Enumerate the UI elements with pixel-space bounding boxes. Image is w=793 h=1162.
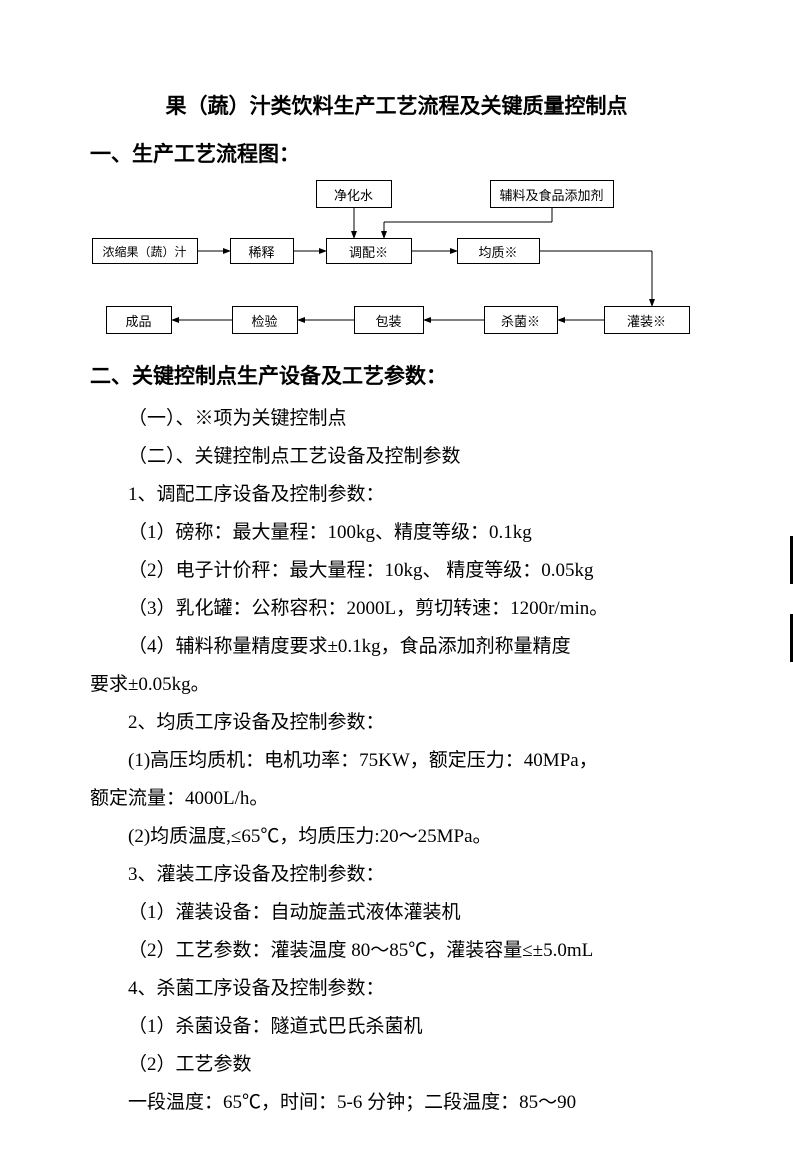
- line-17: 一段温度：65℃，时间：5-6 分钟；二段温度：85～90: [90, 1084, 703, 1122]
- line-9b: 额定流量：4000L/h。: [90, 780, 703, 818]
- node-fill: 灌装※: [604, 306, 690, 334]
- line-4: （1）磅称：最大量程：100kg、精度等级：0.1kg: [90, 514, 703, 552]
- line-11: 3、灌装工序设备及控制参数：: [90, 856, 703, 894]
- node-inspect: 检验: [232, 306, 298, 334]
- line-1: （一）、※项为关键控制点: [90, 400, 703, 438]
- line-2: （二）、关键控制点工艺设备及控制参数: [90, 438, 703, 476]
- line-8: 2、均质工序设备及控制参数：: [90, 704, 703, 742]
- node-purify: 净化水: [316, 180, 392, 208]
- line-7b: 要求±0.05kg。: [90, 666, 703, 704]
- node-steril: 杀菌※: [484, 306, 558, 334]
- body-text: （一）、※项为关键控制点 （二）、关键控制点工艺设备及控制参数 1、调配工序设备…: [90, 400, 703, 1122]
- section-2-heading: 二、关键控制点生产设备及工艺参数：: [90, 360, 703, 390]
- line-12: （1）灌装设备：自动旋盖式液体灌装机: [90, 894, 703, 932]
- line-10: (2)均质温度,≤65℃，均质压力:20～25MPa。: [90, 818, 703, 856]
- line-3: 1、调配工序设备及控制参数：: [90, 476, 703, 514]
- line-15: （1）杀菌设备：隧道式巴氏杀菌机: [90, 1008, 703, 1046]
- line-16: （2）工艺参数: [90, 1046, 703, 1084]
- node-additive: 辅料及食品添加剂: [490, 180, 614, 208]
- node-dilute: 稀释: [230, 238, 294, 264]
- line-5: （2）电子计价秤：最大量程：10kg、 精度等级：0.05kg: [90, 552, 703, 590]
- node-blend: 调配※: [326, 238, 412, 264]
- process-flowchart: 净化水 辅料及食品添加剂 浓缩果（蔬）汁 稀释 调配※ 均质※ 灌装※ 杀菌※ …: [92, 178, 702, 348]
- node-juice: 浓缩果（蔬）汁: [92, 238, 198, 264]
- line-9: (1)高压均质机：电机功率：75KW，额定压力：40MPa，: [90, 742, 703, 780]
- node-homog: 均质※: [457, 238, 540, 264]
- line-6: （3）乳化罐：公称容积：2000L，剪切转速：1200r/min。: [90, 590, 703, 628]
- line-14: 4、杀菌工序设备及控制参数：: [90, 970, 703, 1008]
- node-pack: 包装: [354, 306, 424, 334]
- line-13: （2）工艺参数：灌装温度 80～85℃，灌装容量≤±5.0mL: [90, 932, 703, 970]
- section-1-heading: 一、生产工艺流程图：: [90, 138, 703, 168]
- line-7: （4）辅料称量精度要求±0.1kg，食品添加剂称量精度: [90, 628, 703, 666]
- node-product: 成品: [106, 306, 172, 334]
- document-title: 果（蔬）汁类饮料生产工艺流程及关键质量控制点: [90, 90, 703, 120]
